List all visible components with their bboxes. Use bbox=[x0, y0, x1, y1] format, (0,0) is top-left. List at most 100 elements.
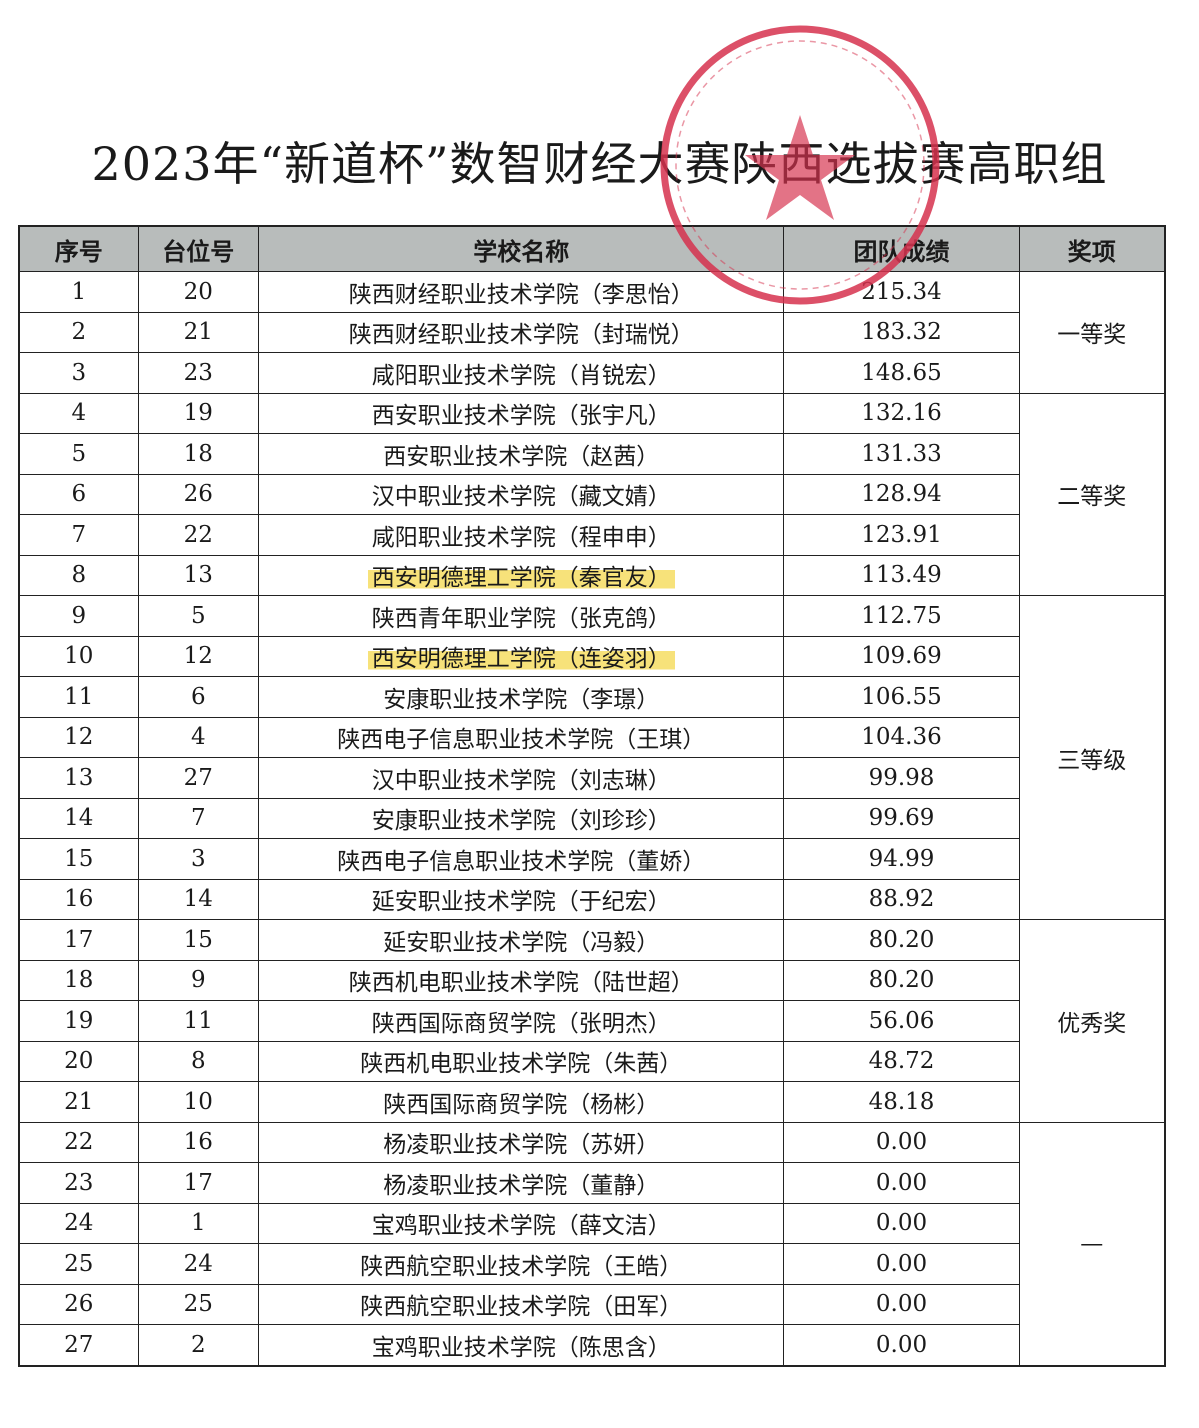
row-score: 0.00 bbox=[783, 1162, 1020, 1204]
row-score: 0.00 bbox=[783, 1283, 1020, 1325]
table-row: 20 8 陕西机电职业技术学院（朱茜） 48.72 bbox=[18, 1040, 1165, 1082]
row-school: 汉中职业技术学院（刘志琳） bbox=[258, 757, 785, 799]
row-seat: 26 bbox=[137, 473, 260, 515]
table-row: 11 6 安康职业技术学院（李璟） 106.55 bbox=[18, 676, 1165, 718]
document-title: 2023年“新道杯”数智财经大赛陕西选拔赛高职组 bbox=[91, 137, 1108, 191]
row-seat: 27 bbox=[137, 757, 260, 799]
row-no: 5 bbox=[18, 433, 139, 475]
row-seat: 3 bbox=[137, 838, 260, 880]
row-score: 113.49 bbox=[783, 554, 1020, 596]
row-school: 延安职业技术学院（于纪宏） bbox=[258, 878, 785, 920]
row-score: 128.94 bbox=[783, 473, 1020, 515]
row-school: 宝鸡职业技术学院（陈思含） bbox=[258, 1324, 785, 1366]
row-school: 陕西电子信息职业技术学院（董娇） bbox=[258, 838, 785, 880]
header-award: 奖项 bbox=[1018, 225, 1166, 272]
row-school: 安康职业技术学院（刘珍珍） bbox=[258, 797, 785, 839]
row-award: 优秀奖 bbox=[1018, 919, 1166, 1123]
row-seat: 21 bbox=[137, 311, 260, 353]
row-seat: 15 bbox=[137, 919, 260, 961]
table-row: 13 27 汉中职业技术学院（刘志琳） 99.98 bbox=[18, 757, 1165, 799]
table-row: 5 18 西安职业技术学院（赵茜） 131.33 bbox=[18, 433, 1165, 475]
row-seat: 20 bbox=[137, 271, 260, 313]
row-school: 汉中职业技术学院（藏文婧） bbox=[258, 473, 785, 515]
row-score: 0.00 bbox=[783, 1243, 1020, 1285]
row-award: 三等级 bbox=[1018, 595, 1166, 920]
table-header-row: 序号 台位号 学校名称 团队成绩 奖项 bbox=[18, 225, 1166, 272]
row-seat: 8 bbox=[137, 1040, 260, 1082]
row-seat: 4 bbox=[137, 716, 260, 758]
row-score: 132.16 bbox=[783, 392, 1020, 434]
row-school: 陕西航空职业技术学院（田军） bbox=[258, 1283, 785, 1325]
table-row: 23 17 杨凌职业技术学院（董静） 0.00 bbox=[18, 1162, 1165, 1204]
row-seat: 2 bbox=[137, 1324, 260, 1366]
row-no: 1 bbox=[18, 271, 139, 313]
row-no: 20 bbox=[18, 1040, 139, 1082]
table-row: 4 19 西安职业技术学院（张宇凡） 132.16 二等奖 bbox=[18, 392, 1166, 596]
row-school: 陕西机电职业技术学院（朱茜） bbox=[258, 1040, 785, 1082]
row-award: — bbox=[1018, 1121, 1166, 1366]
row-seat: 7 bbox=[137, 797, 260, 839]
row-award: 二等奖 bbox=[1018, 392, 1166, 596]
row-no: 22 bbox=[18, 1121, 139, 1163]
row-seat: 13 bbox=[137, 554, 260, 596]
row-no: 18 bbox=[18, 959, 139, 1001]
row-school: 西安明德理工学院（连姿羽） bbox=[258, 635, 785, 677]
row-seat: 23 bbox=[137, 352, 260, 394]
row-no: 25 bbox=[18, 1243, 139, 1285]
table-row: 25 24 陕西航空职业技术学院（王皓） 0.00 bbox=[18, 1243, 1165, 1285]
table-row: 19 11 陕西国际商贸学院（张明杰） 56.06 bbox=[18, 1000, 1165, 1042]
header-school: 学校名称 bbox=[258, 225, 785, 272]
table-row: 7 22 咸阳职业技术学院（程申申） 123.91 bbox=[18, 514, 1165, 556]
row-no: 11 bbox=[18, 676, 139, 718]
row-seat: 6 bbox=[137, 676, 260, 718]
row-seat: 25 bbox=[137, 1283, 260, 1325]
row-school: 陕西国际商贸学院（张明杰） bbox=[258, 1000, 785, 1042]
row-no: 14 bbox=[18, 797, 139, 839]
row-score: 183.32 bbox=[783, 311, 1020, 353]
row-no: 8 bbox=[18, 554, 139, 596]
row-school: 陕西机电职业技术学院（陆世超） bbox=[258, 959, 785, 1001]
row-school: 陕西国际商贸学院（杨彬） bbox=[258, 1081, 785, 1123]
row-score: 80.20 bbox=[783, 919, 1020, 961]
table-row: 12 4 陕西电子信息职业技术学院（王琪） 104.36 bbox=[18, 716, 1165, 758]
row-score: 148.65 bbox=[783, 352, 1020, 394]
table-row: 14 7 安康职业技术学院（刘珍珍） 99.69 bbox=[18, 797, 1165, 839]
row-seat: 10 bbox=[137, 1081, 260, 1123]
row-score: 99.98 bbox=[783, 757, 1020, 799]
row-seat: 11 bbox=[137, 1000, 260, 1042]
row-no: 17 bbox=[18, 919, 139, 961]
row-score: 80.20 bbox=[783, 959, 1020, 1001]
row-no: 13 bbox=[18, 757, 139, 799]
row-school: 杨凌职业技术学院（董静） bbox=[258, 1162, 785, 1204]
row-no: 19 bbox=[18, 1000, 139, 1042]
row-seat: 16 bbox=[137, 1121, 260, 1163]
row-score: 0.00 bbox=[783, 1202, 1020, 1244]
results-table: 序号 台位号 学校名称 团队成绩 奖项 1 20 陕西财经职业技术学院（李思怡） 21… bbox=[18, 225, 1166, 1367]
row-score: 88.92 bbox=[783, 878, 1020, 920]
table-row: 15 3 陕西电子信息职业技术学院（董娇） 94.99 bbox=[18, 838, 1165, 880]
row-school: 延安职业技术学院（冯毅） bbox=[258, 919, 785, 961]
row-seat: 12 bbox=[137, 635, 260, 677]
row-school: 陕西财经职业技术学院（封瑞悦） bbox=[258, 311, 785, 353]
row-score: 123.91 bbox=[783, 514, 1020, 556]
row-school: 咸阳职业技术学院（程申申） bbox=[258, 514, 785, 556]
row-school: 宝鸡职业技术学院（薛文洁） bbox=[258, 1202, 785, 1244]
row-seat: 14 bbox=[137, 878, 260, 920]
row-school: 陕西航空职业技术学院（王皓） bbox=[258, 1243, 785, 1285]
table-row: 21 10 陕西国际商贸学院（杨彬） 48.18 bbox=[18, 1081, 1165, 1123]
table-row: 10 12 西安明德理工学院（连姿羽） 109.69 bbox=[18, 635, 1165, 677]
row-no: 9 bbox=[18, 595, 139, 637]
table-row: 2 21 陕西财经职业技术学院（封瑞悦） 183.32 bbox=[18, 311, 1165, 353]
table-row: 3 23 咸阳职业技术学院（肖锐宏） 148.65 bbox=[18, 352, 1165, 394]
row-school: 杨凌职业技术学院（苏妍） bbox=[258, 1121, 785, 1163]
table-row: 27 2 宝鸡职业技术学院（陈思含） 0.00 bbox=[18, 1324, 1165, 1366]
row-no: 2 bbox=[18, 311, 139, 353]
row-score: 56.06 bbox=[783, 1000, 1020, 1042]
row-no: 6 bbox=[18, 473, 139, 515]
row-score: 109.69 bbox=[783, 635, 1020, 677]
row-award: 一等奖 bbox=[1018, 271, 1166, 394]
table-row: 9 5 陕西青年职业学院（张克鸽） 112.75 三等级 bbox=[18, 595, 1166, 920]
row-no: 23 bbox=[18, 1162, 139, 1204]
row-score: 99.69 bbox=[783, 797, 1020, 839]
row-score: 215.34 bbox=[783, 271, 1020, 313]
